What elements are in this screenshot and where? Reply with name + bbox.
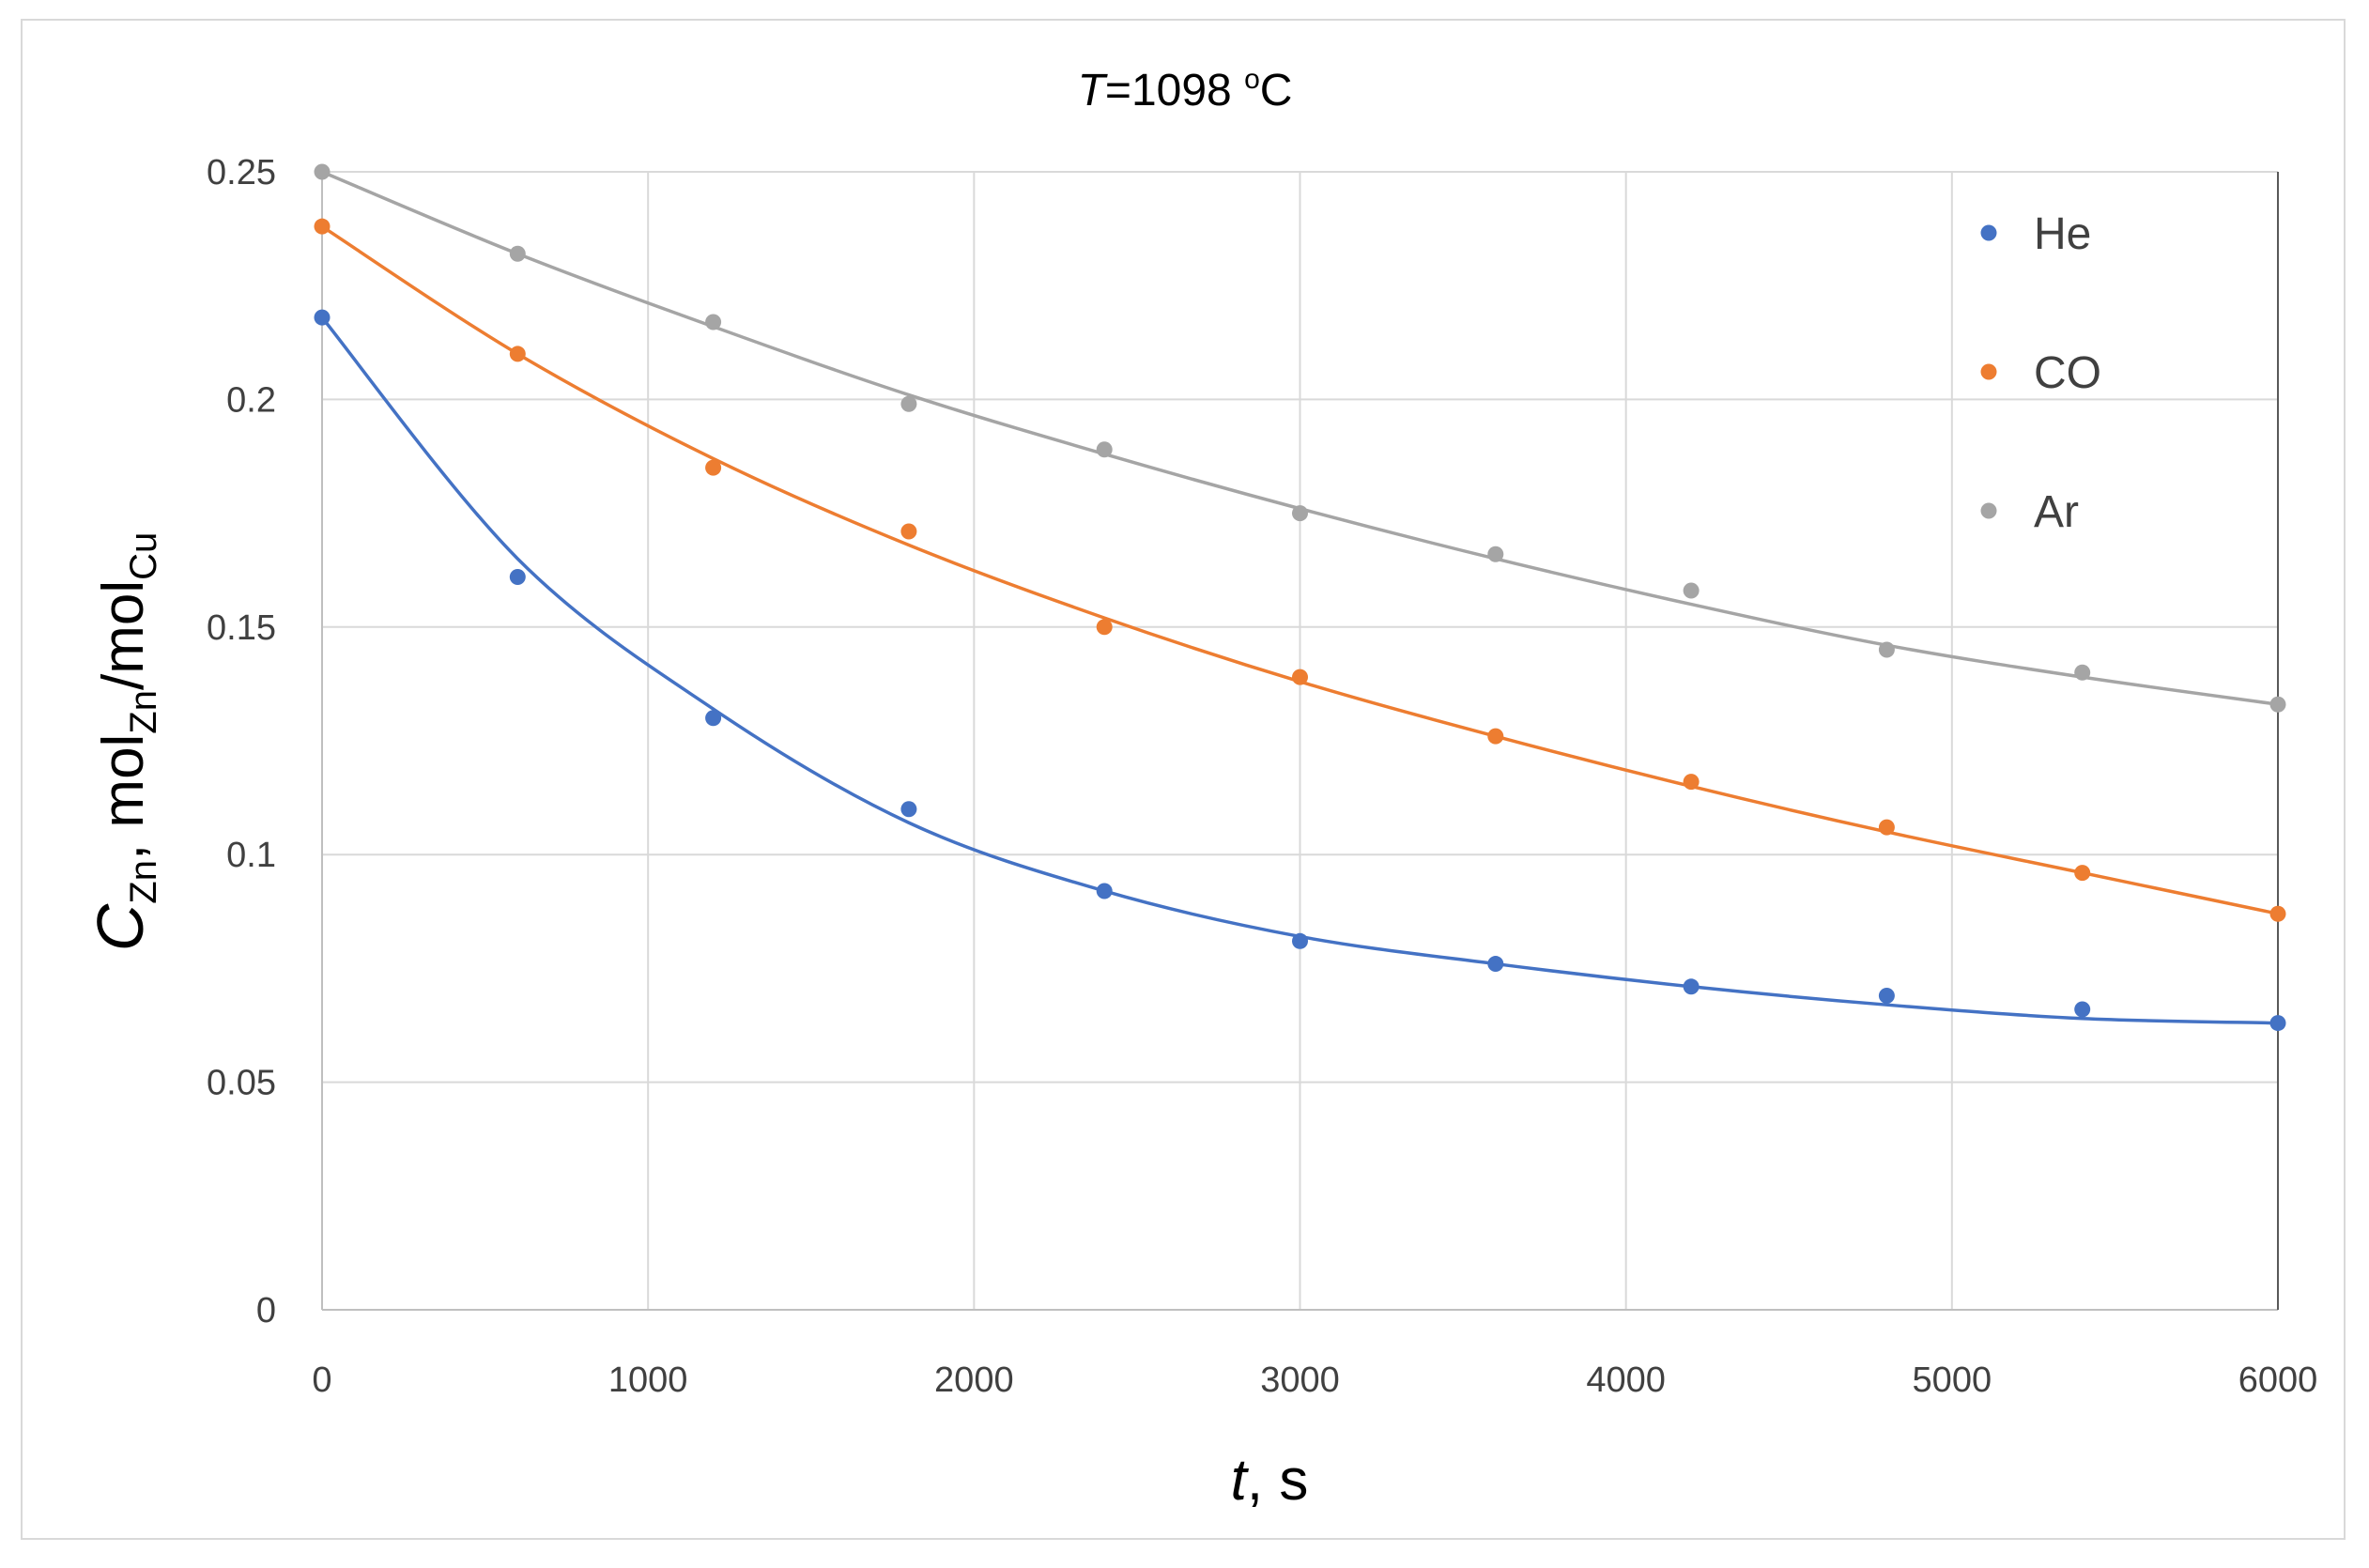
data-point-co [509,346,526,362]
data-point-ar [900,395,917,412]
data-point-he [1096,883,1113,899]
data-point-he [1683,978,1700,995]
legend-label-ar: Ar [2034,487,2079,537]
legend-label-he: He [2034,209,2091,259]
axes [321,172,2279,1311]
legend-label-co: CO [2034,348,2101,398]
y-tick-label: 0.15 [207,608,276,648]
data-point-he [705,710,722,727]
data-point-ar [1096,441,1113,458]
x-tick-label: 6000 [2238,1360,2318,1400]
data-point-co [2269,905,2286,922]
data-point-he [314,309,331,326]
y-tick-label: 0 [256,1291,276,1330]
x-tick-label: 4000 [1586,1360,1666,1400]
x-axis-title: t, s [1231,1448,1309,1513]
data-series [314,163,2286,1032]
data-point-co [1096,619,1113,636]
data-point-ar [2269,696,2286,713]
data-point-he [2074,1001,2091,1018]
data-point-he [1292,932,1308,949]
data-point-co [1292,669,1308,685]
legend-marker-he [1980,224,1997,241]
y-tick-label: 0.2 [226,380,276,420]
y-axis-title: CZn, molZn/molCu [84,532,164,952]
legend-marker-ar [1980,502,1997,519]
y-tick-label: 0.25 [207,153,276,192]
legend-marker-co [1980,363,1997,380]
grid [322,171,2279,1310]
data-point-he [509,568,526,585]
tick-labels: 0 1000 2000 3000 4000 5000 6000 0 0.05 0.1 0.15 0.2… [207,153,2317,1400]
data-point-co [2074,865,2091,882]
chart-frame [21,19,2346,1540]
fit-line-he [320,316,2279,1025]
data-point-he [1487,956,1504,973]
data-point-co [705,459,722,476]
data-point-ar [1292,505,1308,522]
data-point-co [1487,728,1504,745]
data-point-co [900,523,917,540]
x-tick-label: 5000 [1913,1360,1992,1400]
x-tick-label: 1000 [608,1360,688,1400]
data-point-ar [705,314,722,331]
data-point-co [1878,819,1895,836]
data-point-he [2269,1015,2286,1032]
x-tick-label: 3000 [1260,1360,1340,1400]
data-point-ar [314,163,331,180]
x-tick-label: 0 [312,1360,331,1400]
data-point-ar [1683,582,1700,599]
data-point-ar [509,245,526,262]
data-point-co [314,218,331,235]
y-tick-label: 0.1 [226,836,276,875]
legend: He CO Ar [1980,209,2101,537]
data-point-ar [1487,546,1504,562]
data-point-he [900,801,917,818]
data-point-he [1878,987,1895,1004]
y-tick-label: 0.05 [207,1064,276,1103]
data-point-ar [2074,664,2091,681]
data-point-ar [1878,641,1895,658]
x-tick-label: 2000 [934,1360,1014,1400]
data-point-co [1683,774,1700,791]
chart-title: T=1098 oC [1078,64,1293,115]
